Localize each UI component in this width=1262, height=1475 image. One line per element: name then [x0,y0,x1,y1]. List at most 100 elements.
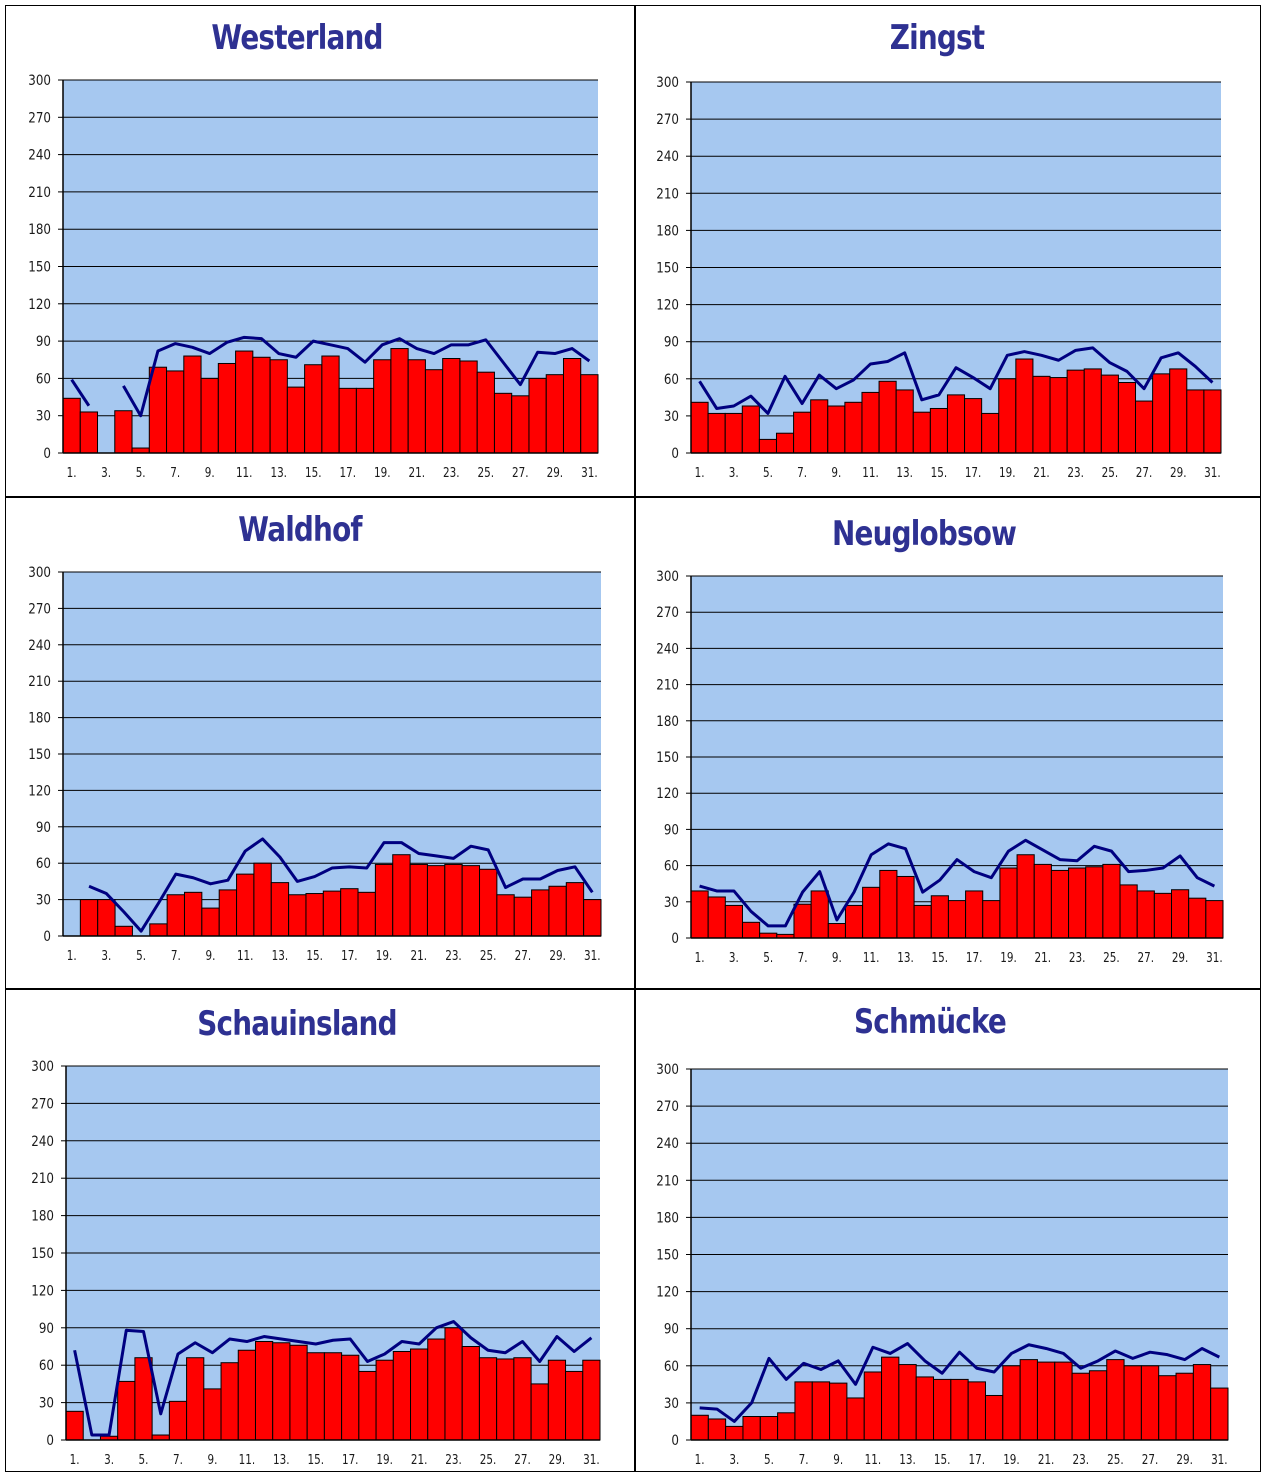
bar-day-11 [863,1371,883,1441]
x-tick-label: 13. [272,948,289,963]
series-line [73,1320,593,1437]
y-tick-label: 60 [39,1358,54,1374]
x-tick-label: 11. [236,465,253,480]
bar-day-26 [1123,1365,1142,1441]
y-tick-label: 180 [28,222,51,238]
x-tick-label: 19. [376,948,393,963]
x-tick-label: 25. [1103,950,1120,965]
y-tick-label: 240 [31,1134,54,1150]
y-tick-label: 300 [656,569,679,585]
y-tick-label: 0 [671,1433,679,1449]
x-tick-label: 31. [1211,1452,1228,1467]
y-tick-label: 90 [36,820,51,836]
series-line [88,837,594,933]
x-tick-label: 27. [514,1452,531,1467]
x-tick-label: 13. [897,950,914,965]
bar-day-1 [690,1414,709,1441]
x-tick-label: 17. [969,1452,986,1467]
y-tick-label: 30 [39,1396,54,1412]
x-tick-label: 21. [411,948,428,963]
x-tick-label: 13. [270,465,287,480]
y-tick-label: 90 [664,1322,679,1338]
x-tick-label: 27. [512,465,529,480]
y-tick-label: 90 [664,335,679,351]
y-tick-label: 180 [656,224,679,240]
x-tick-label: 19. [1000,950,1017,965]
y-tick-label: 90 [36,334,51,350]
x-tick-label: 9. [206,948,216,963]
y-tick-label: 270 [28,110,51,126]
x-tick-label: 15. [308,1452,325,1467]
x-tick-label: 25. [480,1452,497,1467]
x-tick-label: 15. [306,948,323,963]
y-tick-label: 180 [656,1211,679,1227]
x-tick-label: 7. [171,948,181,963]
y-tick-label: 120 [656,298,679,314]
y-tick-label: 30 [36,893,51,909]
bar-day-22 [1054,1361,1073,1441]
y-tick-label: 300 [28,565,51,581]
y-tick-label: 60 [664,1359,679,1375]
x-tick-label: 1. [70,1452,80,1467]
y-tick-label: 150 [28,260,51,276]
series-line [699,1342,1221,1423]
y-tick-label: 210 [656,1173,679,1189]
x-tick-label: 11. [862,465,879,480]
bar-day-10 [846,1397,865,1441]
y-tick-label: 240 [28,148,51,164]
bar-day-16 [950,1378,969,1441]
x-tick-label: 3. [101,948,111,963]
x-tick-label: 29. [1176,1452,1193,1467]
x-tick-label: 5. [136,465,146,480]
x-tick-label: 9. [832,950,842,965]
y-tick-label: 180 [31,1209,54,1225]
x-tick-label: 21. [411,1452,428,1467]
chart-title: Waldhof [238,510,362,550]
chart-title: Zingst [889,18,985,58]
bar-day-23 [1071,1372,1090,1441]
y-tick-label: 240 [656,149,679,165]
x-tick-label: 5. [763,950,773,965]
bar-day-9 [829,1382,848,1441]
x-tick-label: 7. [173,1452,183,1467]
bar-day-31 [1210,1387,1229,1441]
x-tick-label: 23. [1069,950,1086,965]
x-tick-label: 17. [342,1452,359,1467]
chart-title: Schauinsland [197,1004,397,1044]
y-tick-label: 120 [28,784,51,800]
x-tick-label: 19. [376,1452,393,1467]
bar-day-12 [881,1356,900,1441]
grid-divider-horizontal-2 [6,988,1260,990]
y-tick-label: 150 [31,1246,54,1262]
y-tick-label: 90 [664,823,679,839]
x-tick-label: 15. [932,950,949,965]
y-tick-label: 120 [656,1285,679,1301]
x-tick-label: 7. [797,465,807,480]
y-tick-label: 30 [664,895,679,911]
x-tick-label: 29. [1172,950,1189,965]
bar-day-15 [933,1378,952,1441]
x-tick-label: 11. [865,1452,882,1467]
x-tick-label: 7. [170,465,180,480]
x-tick-label: 27. [1138,950,1155,965]
x-tick-label: 15. [305,465,322,480]
x-tick-label: 7. [799,1452,809,1467]
bar-day-30 [1192,1364,1212,1441]
bar-day-5 [759,1416,779,1441]
x-tick-label: 11. [239,1452,256,1467]
y-tick-label: 270 [28,602,51,618]
x-tick-label: 27. [1142,1452,1159,1467]
bar-day-4 [742,1416,761,1441]
x-tick-label: 31. [581,465,598,480]
x-tick-label: 21. [1033,465,1050,480]
y-tick-label: 270 [656,605,679,621]
bar-day-21 [1036,1361,1056,1441]
bar-day-6 [777,1412,796,1441]
bar-day-19 [1002,1365,1021,1441]
chart-title: Schmücke [853,1002,1007,1042]
x-tick-label: 19. [374,465,391,480]
series-line [122,335,591,418]
x-tick-label: 25. [480,948,497,963]
grid-divider-horizontal-1 [6,496,1260,498]
